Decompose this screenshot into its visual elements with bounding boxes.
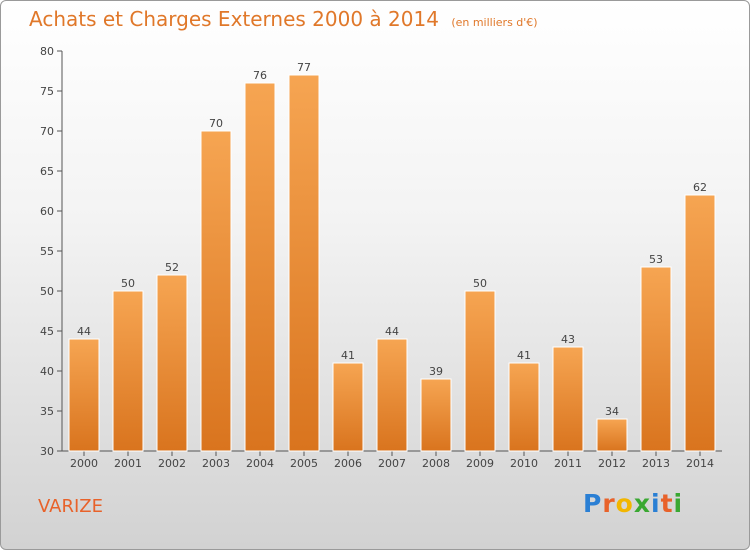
bar-value-label: 44	[77, 325, 91, 338]
logo-letter: P	[583, 489, 603, 518]
bar-value-label: 62	[693, 181, 707, 194]
y-tick-label: 65	[40, 165, 54, 178]
bar-value-label: 50	[473, 277, 487, 290]
y-tick-label: 45	[40, 325, 54, 338]
x-tick-label: 2008	[422, 457, 450, 470]
x-tick-label: 2009	[466, 457, 494, 470]
x-tick-label: 2013	[642, 457, 670, 470]
y-tick-label: 80	[40, 45, 54, 58]
y-tick-label: 50	[40, 285, 54, 298]
bar-2003	[200, 130, 232, 452]
x-tick-label: 2006	[334, 457, 362, 470]
chart-title-text: Achats et Charges Externes 2000 à 2014	[29, 7, 439, 31]
y-tick-label: 40	[40, 365, 54, 378]
bar-value-label: 77	[297, 61, 311, 74]
bar-2007	[376, 338, 408, 452]
bar-value-label: 70	[209, 117, 223, 130]
x-tick-label: 2010	[510, 457, 538, 470]
x-tick-label: 2004	[246, 457, 274, 470]
bar-value-label: 39	[429, 365, 443, 378]
bar-value-label: 43	[561, 333, 575, 346]
bar-2012	[596, 418, 628, 452]
y-tick-label: 70	[40, 125, 54, 138]
y-tick-label: 30	[40, 445, 54, 458]
bar-2009	[464, 290, 496, 452]
logo-letter: x	[633, 489, 651, 518]
bar-value-label: 50	[121, 277, 135, 290]
logo-letter: t	[660, 489, 674, 518]
x-tick-label: 2007	[378, 457, 406, 470]
bar-2002	[156, 274, 188, 452]
logo-letter: i	[651, 489, 661, 518]
bar-2010	[508, 362, 540, 452]
logo-letter: r	[602, 489, 616, 518]
bar-2005	[288, 74, 320, 452]
bar-value-label: 44	[385, 325, 399, 338]
x-tick-label: 2011	[554, 457, 582, 470]
x-tick-label: 2001	[114, 457, 142, 470]
bar-2013	[640, 266, 672, 452]
chart-bars	[68, 74, 716, 452]
bar-value-label: 76	[253, 69, 267, 82]
place-name: VARIZE	[38, 496, 103, 517]
x-tick-label: 2000	[70, 457, 98, 470]
bar-value-label: 41	[517, 349, 531, 362]
bar-2001	[112, 290, 144, 452]
bar-2006	[332, 362, 364, 452]
logo-letter: i	[673, 489, 684, 518]
bar-value-label: 34	[605, 405, 619, 418]
x-tick-label: 2005	[290, 457, 318, 470]
chart-title: Achats et Charges Externes 2000 à 2014 (…	[29, 7, 538, 31]
bar-2008	[420, 378, 452, 452]
bar-2000	[68, 338, 100, 452]
x-tick-label: 2012	[598, 457, 626, 470]
y-tick-label: 55	[40, 245, 54, 258]
bar-2011	[552, 346, 584, 452]
bar-2004	[244, 82, 276, 452]
logo-letter: o	[615, 489, 634, 518]
x-tick-label: 2014	[686, 457, 714, 470]
bar-value-label: 53	[649, 253, 663, 266]
bar-2014	[684, 194, 716, 452]
y-tick-label: 75	[40, 85, 54, 98]
chart-subtitle: (en milliers d'€)	[451, 16, 538, 29]
bar-value-label: 52	[165, 261, 179, 274]
proxiti-logo: Proxiti	[583, 489, 683, 518]
chart-labels: 30 35 40 45 50 55 60 65 70 75 80 44 2000 50 2001 52 2002…	[40, 45, 714, 470]
y-tick-label: 60	[40, 205, 54, 218]
x-tick-label: 2002	[158, 457, 186, 470]
x-tick-label: 2003	[202, 457, 230, 470]
y-tick-label: 35	[40, 405, 54, 418]
bar-value-label: 41	[341, 349, 355, 362]
